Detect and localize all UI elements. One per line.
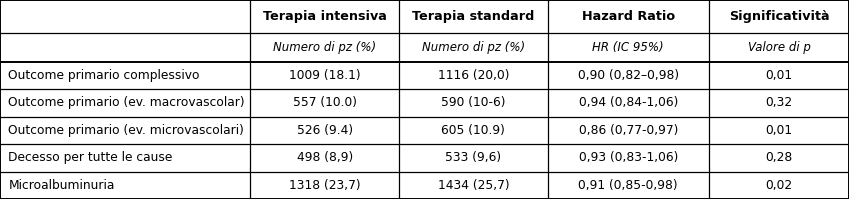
- Text: 0,28: 0,28: [765, 151, 793, 164]
- Text: Microalbuminuria: Microalbuminuria: [8, 179, 115, 192]
- Text: Terapia standard: Terapia standard: [412, 10, 535, 23]
- Text: 0,86 (0,77-0,97): 0,86 (0,77-0,97): [578, 124, 678, 137]
- Text: Numero di pz (%): Numero di pz (%): [273, 41, 376, 54]
- Text: 0,94 (0,84-1,06): 0,94 (0,84-1,06): [578, 96, 678, 109]
- Text: 0,93 (0,83-1,06): 0,93 (0,83-1,06): [578, 151, 678, 164]
- Text: Outcome primario complessivo: Outcome primario complessivo: [8, 69, 200, 82]
- Text: 1009 (18.1): 1009 (18.1): [289, 69, 361, 82]
- Text: 526 (9.4): 526 (9.4): [296, 124, 353, 137]
- Text: 0,01: 0,01: [766, 124, 792, 137]
- Text: 0,01: 0,01: [766, 69, 792, 82]
- Text: 590 (10-6): 590 (10-6): [441, 96, 505, 109]
- Text: Terapia intensiva: Terapia intensiva: [263, 10, 386, 23]
- Text: 1318 (23,7): 1318 (23,7): [289, 179, 361, 192]
- Text: Numero di pz (%): Numero di pz (%): [422, 41, 525, 54]
- Text: Outcome primario (ev. microvascolari): Outcome primario (ev. microvascolari): [8, 124, 245, 137]
- Text: 605 (10.9): 605 (10.9): [441, 124, 505, 137]
- Text: Valore di p: Valore di p: [747, 41, 811, 54]
- Text: Decesso per tutte le cause: Decesso per tutte le cause: [8, 151, 173, 164]
- Text: 0,02: 0,02: [766, 179, 792, 192]
- Text: 1434 (25,7): 1434 (25,7): [437, 179, 509, 192]
- Text: 557 (10.0): 557 (10.0): [293, 96, 357, 109]
- Text: Hazard Ratio: Hazard Ratio: [582, 10, 675, 23]
- Text: 533 (9,6): 533 (9,6): [445, 151, 502, 164]
- Text: HR (IC 95%): HR (IC 95%): [593, 41, 664, 54]
- Text: 1116 (20,0): 1116 (20,0): [437, 69, 509, 82]
- Text: 0,90 (0,82–0,98): 0,90 (0,82–0,98): [577, 69, 679, 82]
- Text: 498 (8,9): 498 (8,9): [296, 151, 353, 164]
- Text: 0,91 (0,85-0,98): 0,91 (0,85-0,98): [578, 179, 678, 192]
- Text: Significatività: Significatività: [728, 10, 829, 23]
- Text: Outcome primario (ev. macrovascolar): Outcome primario (ev. macrovascolar): [8, 96, 245, 109]
- Text: 0,32: 0,32: [766, 96, 792, 109]
